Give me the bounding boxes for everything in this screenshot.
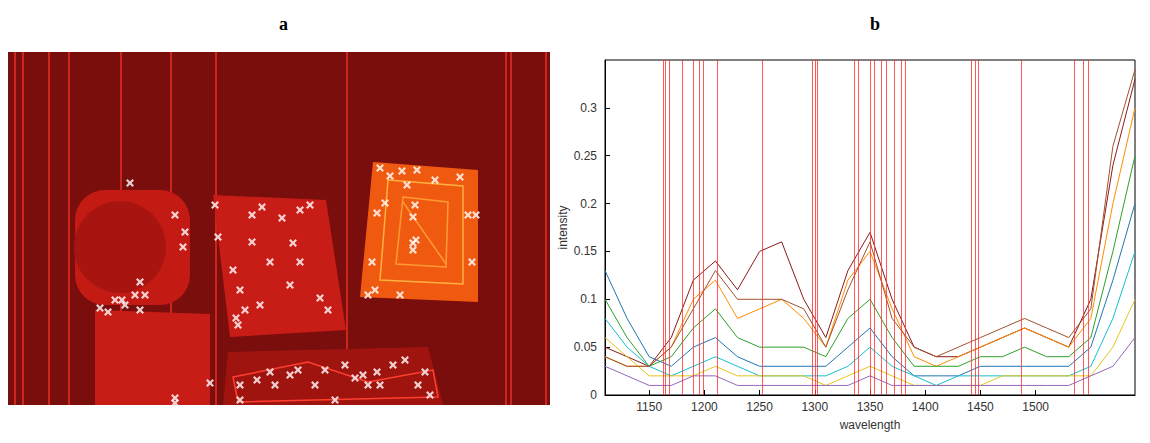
svg-text:1250: 1250 [746, 400, 773, 414]
svg-text:0.25: 0.25 [574, 149, 598, 163]
svg-text:1450: 1450 [967, 400, 994, 414]
svg-text:1150: 1150 [636, 400, 662, 414]
svg-text:1200: 1200 [691, 400, 718, 414]
svg-text:0: 0 [590, 388, 597, 402]
svg-text:1300: 1300 [801, 400, 828, 414]
svg-text:1500: 1500 [1022, 400, 1049, 414]
svg-text:1400: 1400 [912, 400, 939, 414]
svg-text:a: a [279, 14, 288, 34]
svg-text:wavelength: wavelength [839, 418, 901, 432]
svg-text:intensity: intensity [556, 205, 570, 249]
svg-text:0.2: 0.2 [580, 197, 597, 211]
svg-text:0.1: 0.1 [580, 292, 597, 306]
svg-text:b: b [870, 14, 880, 34]
svg-text:0.05: 0.05 [574, 340, 598, 354]
svg-text:0.3: 0.3 [580, 101, 597, 115]
svg-text:0.15: 0.15 [574, 244, 598, 258]
svg-text:1350: 1350 [857, 400, 884, 414]
